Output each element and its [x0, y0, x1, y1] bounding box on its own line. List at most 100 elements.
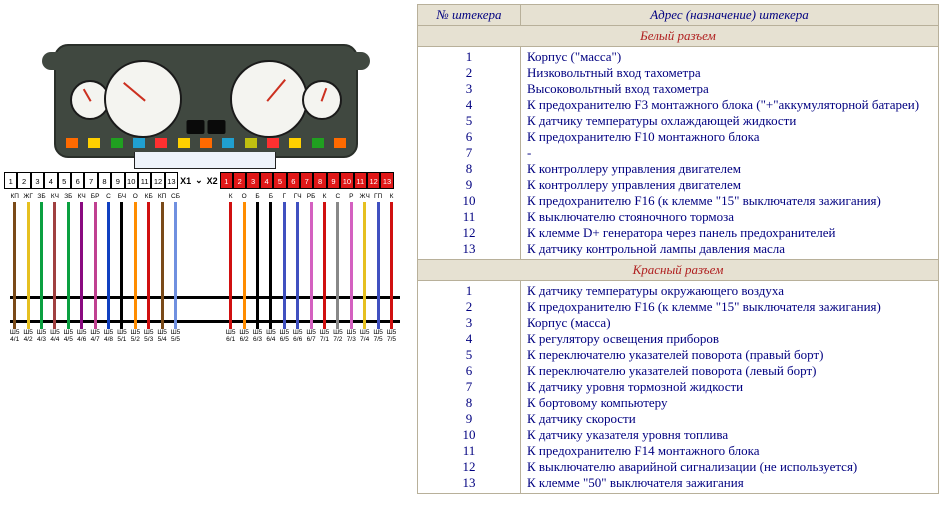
pin-number: 6: [424, 363, 514, 379]
pin-desc: К датчику температуры охлаждающей жидкос…: [527, 113, 932, 129]
wire-line: [80, 202, 83, 330]
wire-dest: Ш5 6/3: [253, 330, 263, 344]
pin-number: 1: [424, 283, 514, 299]
wire-line: [283, 202, 286, 330]
wire-code: КП: [10, 194, 18, 201]
pin-desc: -: [527, 145, 932, 161]
pin-desc: К предохранителю F16 (к клемме "15" выкл…: [527, 299, 932, 315]
wire: КШ5 7/5: [388, 194, 396, 344]
wire-line: [243, 202, 246, 330]
pin-number: 7: [424, 379, 514, 395]
pin-desc: К контроллеру управления двигателем: [527, 177, 932, 193]
wire-line: [147, 202, 150, 330]
wire-line: [40, 202, 43, 330]
warning-lamp-row: [66, 138, 346, 150]
wire-code: СБ: [171, 194, 180, 201]
wire-dest: Ш5 5/1: [117, 330, 127, 344]
wire: СШ5 7/2: [334, 194, 342, 344]
pin-number: 9: [424, 411, 514, 427]
pin-desc: Низковольтный вход тахометра: [527, 65, 932, 81]
white-pin-3: 3: [31, 172, 44, 189]
red-pin-1: 1: [220, 172, 233, 189]
wire: ЗБШ5 4/3: [38, 194, 46, 344]
pin-number: 3: [424, 315, 514, 331]
connector-pin-row: 12345678910111213X1⌄X212345678910111213: [4, 172, 409, 189]
wire-line: [161, 202, 164, 330]
pin-desc: К датчику контрольной лампы давления мас…: [527, 241, 932, 257]
wire: ЗБШ5 4/5: [64, 194, 72, 344]
connector-table: № штекера Адрес (назначение) штекера Бел…: [417, 4, 939, 494]
warning-lamp: [312, 138, 324, 148]
section-title: Белый разъем: [418, 26, 939, 47]
pin-number: 5: [424, 113, 514, 129]
wire-line: [67, 202, 70, 330]
wire-line: [363, 202, 366, 330]
wire-dest: Ш5 5/5: [171, 330, 181, 344]
red-pin-13: 13: [380, 172, 393, 189]
wire-code: ЖГ: [23, 194, 33, 201]
wire-code: БР: [91, 194, 100, 201]
wire-dest: Ш5 6/1: [226, 330, 236, 344]
wire-code: РБ: [307, 194, 316, 201]
pin-number: 6: [424, 129, 514, 145]
wire-dest: Ш5 7/5: [373, 330, 383, 344]
pin-number: 11: [424, 209, 514, 225]
red-pin-7: 7: [300, 172, 313, 189]
pin-desc: Корпус (масса): [527, 315, 932, 331]
white-pin-13: 13: [165, 172, 178, 189]
gauge-speedo: [230, 60, 308, 138]
red-pin-11: 11: [354, 172, 367, 189]
white-pin-1: 1: [4, 172, 17, 189]
wire: КПШ5 4/1: [11, 194, 19, 344]
wire-code: КЧ: [78, 194, 86, 201]
warning-lamp: [289, 138, 301, 148]
white-pin-8: 8: [98, 172, 111, 189]
pin-desc: К предохранителю F3 монтажного блока ("+…: [527, 97, 932, 113]
wire-code: Б: [255, 194, 259, 201]
wire-area: КПШ5 4/1ЖГШ5 4/2ЗБШ5 4/3КЧШ5 4/4ЗБШ5 4/5…: [6, 194, 406, 354]
wire-line: [94, 202, 97, 330]
wire-line: [134, 202, 137, 330]
wire-line: [390, 202, 393, 330]
wire: Б Ш5 6/3: [254, 194, 262, 344]
warning-lamp: [245, 138, 257, 148]
pin-number: 8: [424, 161, 514, 177]
wire-dest: Ш5 7/1: [320, 330, 330, 344]
wire: РШ5 7/3: [347, 194, 355, 344]
red-pin-4: 4: [260, 172, 273, 189]
warning-lamp: [88, 138, 100, 148]
pin-desc: К контроллеру управления двигателем: [527, 161, 932, 177]
wire-code: О: [133, 194, 138, 201]
pin-number: 13: [424, 241, 514, 257]
wire-dest: Ш5 6/7: [306, 330, 316, 344]
desc-col: К датчику температуры окружающего воздух…: [521, 281, 939, 494]
wire: ГПШ5 7/5: [374, 194, 382, 344]
red-pin-3: 3: [246, 172, 259, 189]
diagram-panel: 12345678910111213X1⌄X212345678910111213 …: [4, 4, 409, 364]
pin-desc: К выключателю аварийной сигнализации (не…: [527, 459, 932, 475]
pin-number: 2: [424, 299, 514, 315]
warning-lamp: [222, 138, 234, 148]
wire: БЧШ5 5/1: [118, 194, 126, 344]
pin-desc: К бортовому компьютеру: [527, 395, 932, 411]
pin-desc: Высоковольтный вход тахометра: [527, 81, 932, 97]
th-desc: Адрес (назначение) штекера: [521, 5, 939, 26]
connector-label-x1: X1: [178, 176, 193, 186]
wire: К Ш5 7/1: [321, 194, 329, 344]
pin-desc: К переключателю указателей поворота (пра…: [527, 347, 932, 363]
wire-dest: Ш5 6/6: [293, 330, 303, 344]
wire-code: К: [323, 194, 327, 201]
wire-code: С: [106, 194, 111, 201]
wire-line: [310, 202, 313, 330]
wire: БШ5 6/4: [267, 194, 275, 344]
wire-dest: Ш5 4/4: [50, 330, 60, 344]
wire-line: [296, 202, 299, 330]
wire-dest: Ш5 6/2: [239, 330, 249, 344]
wire-code: ЗБ: [64, 194, 72, 201]
pin-number: 4: [424, 331, 514, 347]
wire-line: [107, 202, 110, 330]
wire-dest: Ш5 7/3: [347, 330, 357, 344]
wire-dest: Ш5 4/8: [104, 330, 114, 344]
wire-line: [350, 202, 353, 330]
gauge-fuel: [302, 80, 342, 120]
